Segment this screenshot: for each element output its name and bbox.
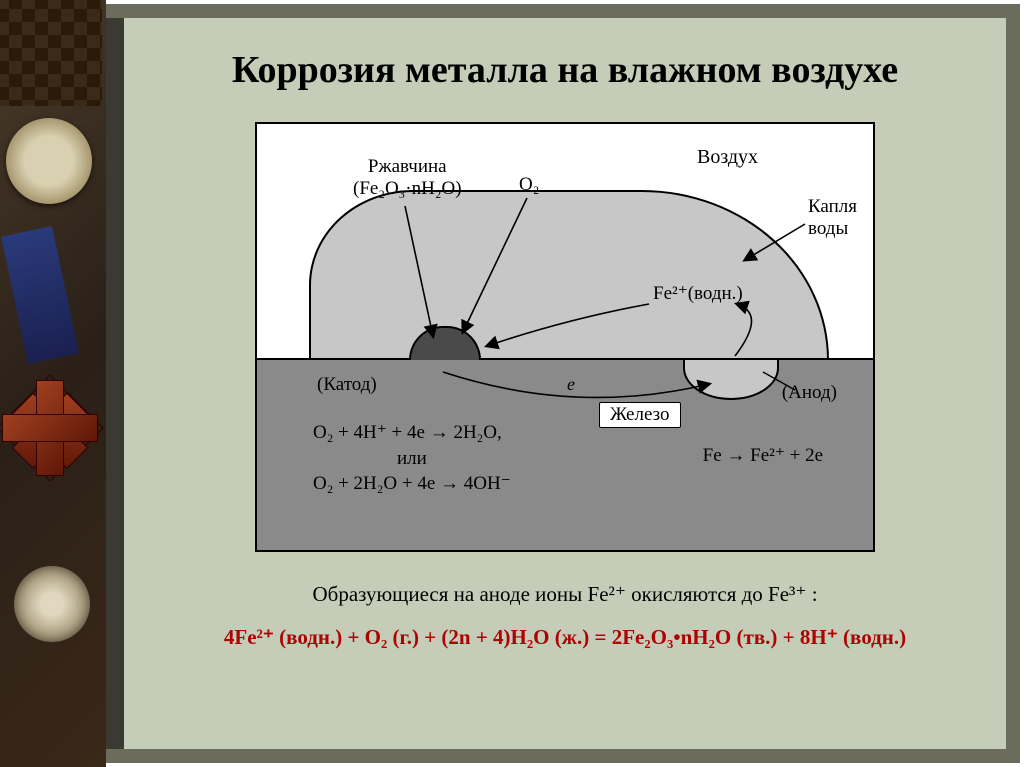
cathode-eq2: O₂ + 2H₂O + 4e → 4OH⁻ — [313, 473, 511, 494]
left-decor-strip — [0, 0, 106, 767]
air-label: Воздух — [697, 146, 758, 169]
overall-equation: 4Fe²⁺ (водн.) + O₂ (г.) + (2n + 4)H₂O (ж… — [154, 625, 976, 650]
slide-title: Коррозия металла на влажном воздухе — [154, 48, 976, 92]
rust-label: Ржавчина (Fe₂O₃·nH₂O) — [353, 156, 462, 200]
cross-medal-icon — [2, 380, 98, 476]
chessboard-decor — [0, 0, 102, 106]
oxidation-caption: Образующиеся на аноде ионы Fe²⁺ окисляют… — [154, 582, 976, 607]
drop-line2: воды — [808, 218, 848, 239]
iron-label: Железо — [599, 402, 681, 428]
rust-text: Ржавчина — [368, 156, 447, 177]
drop-line1: Капля — [808, 196, 857, 217]
ribbon-decor — [1, 226, 79, 364]
slide-content: Коррозия металла на влажном воздухе Возд… — [124, 18, 1006, 749]
water-drop-label: Капля воды — [808, 196, 857, 240]
cathode-or: или — [313, 446, 511, 472]
rust-formula: (Fe₂O₃·nH₂O) — [353, 178, 462, 199]
slide-frame: Коррозия металла на влажном воздухе Возд… — [0, 0, 1024, 767]
electron-label: e — [567, 374, 575, 395]
iron-surface-line — [257, 358, 873, 360]
o2-label: O₂ — [519, 174, 539, 196]
medal-icon — [6, 118, 92, 204]
water-drop-shape — [309, 190, 829, 360]
compass-icon — [14, 566, 90, 642]
cathode-equations: O₂ + 4H⁺ + 4e → 2H₂O, или O₂ + 2H₂O + 4e… — [313, 420, 511, 497]
fe2aq-label: Fe²⁺(водн.) — [653, 282, 743, 305]
corrosion-diagram: Воздух Ржавчина (Fe₂O₃·nH₂O) O₂ Капля во… — [255, 122, 875, 552]
anode-label: (Анод) — [782, 382, 837, 404]
cathode-label: (Катод) — [317, 374, 377, 396]
anode-equation: Fe → Fe²⁺ + 2e — [703, 444, 823, 467]
cathode-eq1: O₂ + 4H⁺ + 4e → 2H₂O, — [313, 422, 502, 443]
